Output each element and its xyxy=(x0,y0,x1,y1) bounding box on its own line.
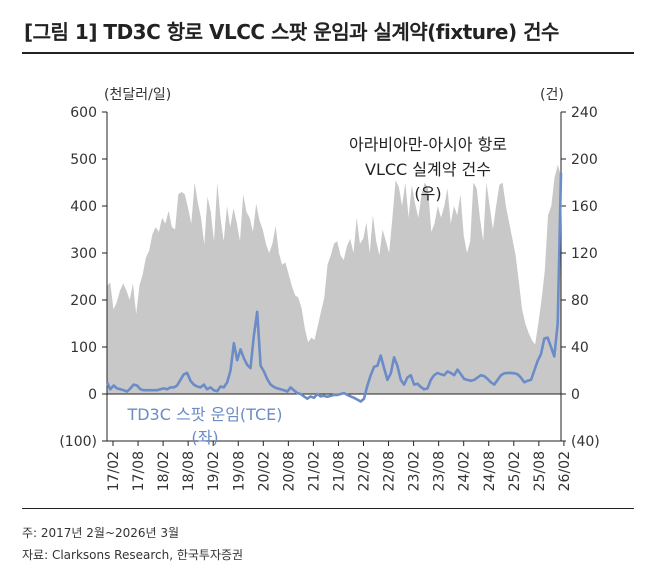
left-tick-label: 300 xyxy=(70,246,97,262)
right-tick-label: 120 xyxy=(571,246,598,262)
x-tick-label: 19/08 xyxy=(231,451,247,491)
left-tick-label: 500 xyxy=(70,152,97,168)
right-tick-label: 40 xyxy=(571,340,589,356)
fixture-series-label: (우) xyxy=(414,184,441,203)
x-tick-label: 17/08 xyxy=(131,451,147,491)
title-rule xyxy=(22,52,634,54)
left-tick-label: 0 xyxy=(88,387,97,403)
right-tick-label: 80 xyxy=(571,293,589,309)
x-tick-label: 22/02 xyxy=(357,451,373,491)
figure-title: [그림 1] TD3C 항로 VLCC 스팟 운임과 실계약(fixture) … xyxy=(24,20,559,44)
left-tick-label: (100) xyxy=(59,434,97,450)
footer-rule xyxy=(22,508,634,509)
x-tick-label: 23/02 xyxy=(407,451,423,491)
left-tick-label: 200 xyxy=(70,293,97,309)
x-tick-label: 26/02 xyxy=(557,451,573,491)
period-note: 주: 2017년 2월~2026년 3월 xyxy=(22,526,180,540)
x-tick-label: 18/02 xyxy=(156,451,172,491)
x-tick-label: 21/08 xyxy=(331,451,347,491)
x-tick-label: 21/02 xyxy=(306,451,322,491)
right-tick-label: 240 xyxy=(571,105,598,121)
line-series-layer xyxy=(105,173,563,403)
fixture-count-area xyxy=(107,164,561,394)
fixture-series-label: VLCC 실계약 건수 xyxy=(365,160,491,179)
fixture-series-label: 아라비아만-아시아 항로 xyxy=(349,135,507,154)
x-tick-label: 23/08 xyxy=(432,451,448,491)
right-tick-label: 0 xyxy=(571,387,580,403)
left-tick-label: 100 xyxy=(70,340,97,356)
axis-layer: (100) 0 100 200 300 400 500 600 (40) 0 40 80 120 160 2… xyxy=(59,105,599,491)
tce-series-label: TD3C 스팟 운임(TCE) xyxy=(126,405,282,424)
x-tick-label: 25/08 xyxy=(532,451,548,491)
left-axis-unit: (천달러/일) xyxy=(104,87,172,103)
right-axis-unit: (건) xyxy=(540,87,564,103)
x-tick-label: 17/02 xyxy=(106,451,122,491)
x-tick-label: 24/02 xyxy=(457,451,473,491)
x-tick-label: 24/08 xyxy=(482,451,498,491)
right-tick-label: 160 xyxy=(571,199,598,215)
area-series-layer xyxy=(107,164,561,394)
left-tick-label: 400 xyxy=(70,199,97,215)
right-tick-label: (40) xyxy=(571,434,600,450)
x-tick-label: 25/02 xyxy=(507,451,523,491)
chart-area: (100) 0 100 200 300 400 500 600 (40) 0 40 80 120 160 2… xyxy=(59,105,599,491)
x-tick-label: 20/08 xyxy=(281,451,297,491)
x-tick-label: 20/02 xyxy=(256,451,272,491)
tce-series-label: (좌) xyxy=(191,428,218,447)
left-tick-label: 600 xyxy=(70,105,97,121)
x-tick-label: 19/02 xyxy=(206,451,222,491)
tce-spot-rate-line xyxy=(105,173,563,403)
x-tick-label: 22/08 xyxy=(382,451,398,491)
label-layer: 아라비아만-아시아 항로 VLCC 실계약 건수 (우) TD3C 스팟 운임(TCE… xyxy=(126,135,507,447)
right-tick-label: 200 xyxy=(571,152,598,168)
x-tick-label: 18/08 xyxy=(181,451,197,491)
source-note: 자료: Clarksons Research, 한국투자증권 xyxy=(22,548,244,562)
